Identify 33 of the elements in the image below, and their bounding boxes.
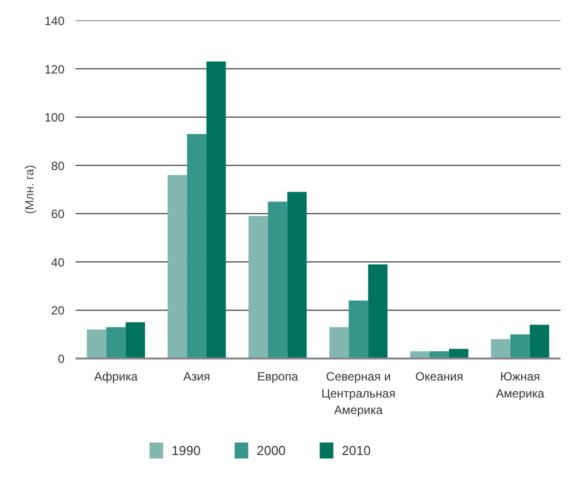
bar <box>530 324 550 358</box>
x-tick-label: Океания <box>415 370 464 384</box>
x-tick-label: Африка <box>94 370 138 384</box>
bar <box>368 264 388 358</box>
y-tick-label: 0 <box>58 352 65 366</box>
bar <box>168 175 188 358</box>
bar <box>106 327 126 358</box>
bar <box>86 330 106 358</box>
bar <box>510 334 530 358</box>
bar <box>287 192 307 358</box>
y-tick-label: 20 <box>51 304 65 318</box>
bar <box>329 327 349 358</box>
x-tick-label: Северная и Центральная Америка <box>321 370 396 418</box>
bar <box>126 322 146 358</box>
y-tick-label: 140 <box>44 14 65 28</box>
bar <box>248 216 268 358</box>
y-tick-label: 100 <box>44 110 65 125</box>
bar <box>187 134 206 358</box>
y-axis-title: (Млн. га) <box>22 164 36 214</box>
x-tick-label: Европа <box>257 370 298 384</box>
x-tick-label: Южная Америка <box>496 370 545 400</box>
bar <box>348 300 368 358</box>
legend-label: 1990 <box>172 443 201 458</box>
bar <box>206 62 226 358</box>
y-tick-label: 120 <box>44 62 65 76</box>
x-tick-label: Азия <box>183 370 210 384</box>
bar <box>490 339 510 358</box>
legend-label: 2010 <box>342 443 371 458</box>
legend-label: 2000 <box>256 443 286 458</box>
y-tick-label: 60 <box>51 207 65 222</box>
y-tick-label: 40 <box>51 255 65 270</box>
bar <box>268 202 288 358</box>
y-tick-label: 80 <box>51 158 65 173</box>
